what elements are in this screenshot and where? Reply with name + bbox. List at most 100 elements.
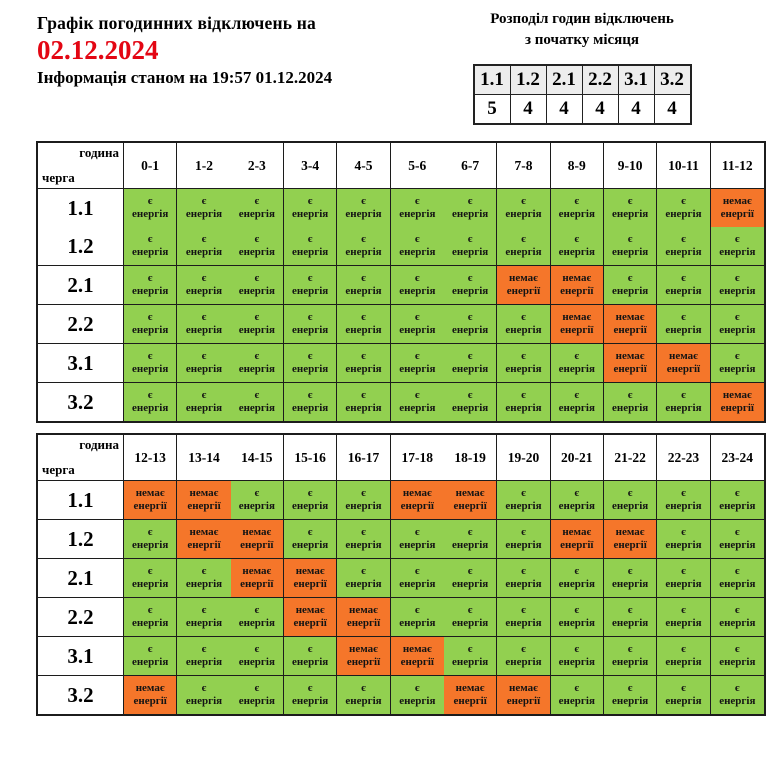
cell-state-line2: енергія (292, 208, 329, 220)
cell-state-line1: є (307, 350, 313, 362)
cell-state-line1: є (627, 682, 633, 694)
cell-state-line2: енергія (238, 285, 275, 297)
cell-state-line1: немає (242, 565, 272, 577)
energy-on-cell: є енергія (603, 598, 658, 637)
energy-off-cell: немає енергії (497, 266, 551, 305)
cell-state-line2: енергія (719, 246, 756, 258)
energy-on-cell: є енергія (283, 344, 338, 383)
cell-state-line2: енергія (558, 402, 595, 414)
energy-on-cell: є енергія (497, 598, 551, 637)
cell-state-line1: є (467, 643, 473, 655)
schedule-row: 1.1 є енергія є енергія є енергія є енергія є енер… (38, 189, 764, 227)
cell-state-line1: є (627, 272, 633, 284)
cell-state-line2: енергія (505, 617, 542, 629)
cell-state-line2: енергії (506, 695, 541, 707)
energy-off-cell: немає енергії (710, 383, 764, 421)
hour-header-cell: 10-11 (657, 143, 711, 189)
hour-header-cell: 1-2 (177, 143, 231, 189)
cell-state-line2: енергії (133, 500, 167, 512)
cell-state-line1: є (361, 272, 366, 284)
cell-state-line2: енергія (612, 246, 649, 258)
cell-state-line1: немає (295, 565, 325, 577)
cell-state-line2: енергія (345, 539, 382, 551)
cell-state-line2: енергії (506, 285, 541, 297)
hour-header-cell: 11-12 (710, 143, 764, 189)
cell-state-line1: немає (562, 311, 592, 323)
cell-state-line2: енергія (612, 285, 649, 297)
cell-state-line1: є (574, 682, 580, 694)
cell-state-line2: енергія (185, 363, 223, 375)
cell-state-line2: енергія (345, 578, 382, 590)
cell-state-line1: є (201, 643, 207, 655)
energy-on-cell: є енергія (124, 520, 178, 559)
cell-state-line1: немає (615, 350, 645, 362)
cell-state-line2: енергія (185, 695, 223, 707)
energy-on-cell: є енергія (603, 189, 658, 227)
cell-state-line2: енергія (132, 285, 169, 297)
cell-state-line1: є (307, 311, 313, 323)
cell-state-line2: енергія (132, 324, 169, 336)
cell-state-line1: є (467, 350, 473, 362)
energy-off-cell: немає енергії (603, 520, 658, 559)
cell-state-line2: енергія (719, 363, 756, 375)
energy-on-cell: є енергія (177, 676, 231, 714)
energy-off-cell: немає енергії (230, 520, 284, 559)
cell-state-line1: є (521, 233, 526, 245)
queue-label-cell: 1.1 (38, 481, 124, 520)
energy-off-cell: немає енергії (603, 344, 658, 383)
energy-on-cell: є енергія (497, 637, 551, 676)
energy-on-cell: є енергія (337, 266, 391, 305)
cell-state-line2: енергія (505, 656, 542, 668)
cell-state-line2: енергія (185, 285, 223, 297)
queue-label-cell: 3.1 (38, 344, 124, 383)
energy-on-cell: є енергія (497, 383, 551, 421)
cell-state-line1: є (467, 272, 473, 284)
energy-on-cell: є енергія (497, 305, 551, 344)
cell-state-line2: енергія (345, 500, 382, 512)
corner-label-hour: година (79, 145, 119, 160)
cell-state-line2: енергія (719, 617, 756, 629)
cell-state-line2: енергія (345, 208, 382, 220)
cell-state-line1: немає (615, 311, 645, 323)
cell-state-line2: енергія (558, 208, 595, 220)
cell-state-line2: енергія (292, 402, 329, 414)
energy-off-cell: немає енергії (337, 637, 391, 676)
cell-state-line2: енергія (185, 656, 223, 668)
energy-on-cell: є енергія (124, 227, 178, 266)
cell-state-line1: є (201, 565, 207, 577)
cell-state-line2: енергія (665, 208, 702, 220)
cell-state-line2: енергія (132, 656, 169, 668)
energy-on-cell: є енергія (603, 637, 658, 676)
cell-state-line2: енергія (238, 208, 275, 220)
cell-state-line2: енергія (399, 324, 436, 336)
cell-state-line1: є (521, 604, 526, 616)
cell-state-line2: енергія (132, 539, 169, 551)
cell-state-line2: енергія (399, 539, 436, 551)
cell-state-line2: енергії (720, 208, 754, 220)
cell-state-line1: є (307, 526, 313, 538)
energy-on-cell: є енергія (443, 559, 498, 598)
cell-state-line2: енергії (187, 539, 221, 551)
energy-on-cell: є енергія (550, 481, 604, 520)
cell-state-line2: енергія (719, 695, 756, 707)
cell-state-line2: енергія (345, 246, 382, 258)
energy-on-cell: є енергія (177, 266, 231, 305)
cell-state-line2: енергія (665, 402, 702, 414)
cell-state-line2: енергія (132, 578, 169, 590)
energy-on-cell: є енергія (177, 305, 231, 344)
cell-state-line2: енергія (399, 578, 436, 590)
energy-on-cell: є енергія (283, 520, 338, 559)
cell-state-line1: є (147, 526, 153, 538)
queue-label-cell: 3.2 (38, 676, 124, 714)
hour-header-cell: 19-20 (497, 435, 551, 481)
energy-on-cell: є енергія (443, 344, 498, 383)
energy-on-cell: є енергія (337, 383, 391, 421)
energy-on-cell: є енергія (710, 598, 764, 637)
cell-state-line1: немає (349, 643, 378, 655)
cell-state-line2: енергія (665, 695, 702, 707)
cell-state-line1: є (414, 350, 420, 362)
cell-state-line2: енергія (185, 208, 223, 220)
cell-state-line1: є (414, 604, 420, 616)
hours-header-row: година черга 12-13 13-14 14-15 15-16 16-17 17-1… (38, 435, 764, 481)
distribution-hours-cell: 5 (474, 95, 511, 123)
